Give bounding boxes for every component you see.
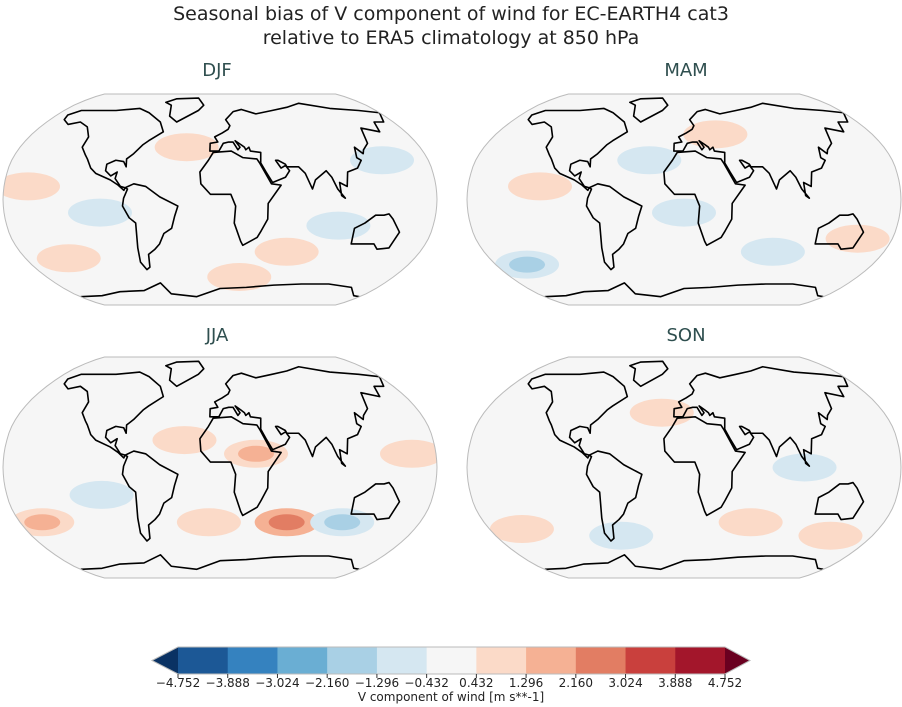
title-line-1: Seasonal bias of V component of wind for… <box>173 3 729 25</box>
coastline-eu <box>209 102 385 199</box>
bias-patch-core <box>268 514 305 531</box>
colorbar-tick-label: −2.160 <box>304 676 350 690</box>
coastline-an <box>80 282 360 298</box>
colorbar-bin <box>625 647 676 674</box>
coastline-an <box>544 282 824 298</box>
colorbar-tick-label: 2.160 <box>558 676 593 690</box>
coastline-eu <box>209 365 385 467</box>
coastline-af <box>199 150 282 247</box>
coastline-gl <box>629 97 669 123</box>
bias-patch <box>207 263 272 292</box>
coastline-an <box>80 554 360 571</box>
colorbar-extend-low <box>152 647 178 674</box>
map-outline <box>466 93 902 306</box>
map-jja <box>2 356 438 579</box>
bias-patch <box>589 521 654 550</box>
coastline-na <box>527 371 629 459</box>
map-outline <box>2 356 438 579</box>
map-background <box>3 94 437 305</box>
panel-title-jja: JJA <box>205 325 229 346</box>
colorbar-label: V component of wind [m s**-1] <box>357 690 545 704</box>
coastline-sa <box>121 450 179 542</box>
colorbar-tick-label: 4.752 <box>707 676 743 690</box>
bias-patch <box>254 237 319 266</box>
title-line-2: relative to ERA5 climatology at 850 hPa <box>262 27 640 49</box>
colorbar-bin <box>327 647 378 674</box>
bias-patch <box>718 508 783 537</box>
coastline-na <box>527 107 629 192</box>
figure-title: Seasonal bias of V component of wind for… <box>0 2 902 50</box>
colorbar-tick-label: 3.024 <box>608 676 643 690</box>
bias-patch-core <box>509 256 546 273</box>
colorbar-bin <box>178 647 229 674</box>
coastline-af <box>663 416 746 517</box>
bias-patch <box>489 515 554 544</box>
bias-patch <box>3 172 60 201</box>
bias-patch-core <box>24 514 61 531</box>
bias-patch <box>306 211 371 240</box>
map-outline <box>466 356 902 579</box>
colorbar-bin <box>575 647 627 674</box>
colorbar-tick-label: 3.888 <box>658 676 693 690</box>
coastline-gl <box>165 97 205 123</box>
bias-patch <box>617 146 682 175</box>
colorbar-tick-label: −3.024 <box>255 676 300 690</box>
colorbar-tick-label: 1.296 <box>508 676 544 690</box>
coastline-af <box>663 150 746 247</box>
map-mam <box>466 93 902 306</box>
coastline-sa <box>121 183 179 271</box>
coastline-au <box>814 481 865 521</box>
bias-patch <box>380 439 437 468</box>
bias-patch <box>629 398 694 427</box>
colorbar-bin <box>426 647 477 674</box>
colorbar-tick-label: −1.296 <box>354 676 400 690</box>
panel-title-son: SON <box>666 325 706 346</box>
colorbar-tick-label: −3.888 <box>205 676 250 690</box>
colorbar-bin <box>526 647 577 674</box>
bias-patch <box>825 224 890 253</box>
bias-patch <box>36 244 101 273</box>
bias-patch-core <box>238 445 275 462</box>
bias-patch <box>176 508 241 537</box>
bias-patch <box>350 146 415 175</box>
colorbar-tick-label: 0.432 <box>459 676 494 690</box>
colorbar-tick-label: −0.432 <box>404 676 449 690</box>
coastline-eu <box>673 365 849 467</box>
colorbar-tick-label: −4.752 <box>155 676 201 690</box>
map-outline <box>2 93 438 306</box>
bias-patch-core <box>324 514 361 531</box>
colorbar-bin <box>227 647 278 674</box>
colorbar-bin <box>476 647 527 674</box>
colorbar-bin <box>277 647 328 674</box>
bias-patch <box>772 453 837 482</box>
coastline-af <box>199 416 282 517</box>
map-djf <box>2 93 438 306</box>
coastline-gl <box>629 360 669 388</box>
coastline-au <box>350 213 401 250</box>
coastline-an <box>544 554 824 571</box>
bias-patch <box>69 480 134 509</box>
bias-patch <box>154 133 219 162</box>
bias-patch <box>67 198 132 227</box>
colorbar-bin <box>376 647 428 674</box>
bias-patch <box>507 172 572 201</box>
coastline-na <box>63 107 165 192</box>
colorbar-bin <box>675 647 726 674</box>
coastline-na <box>63 371 165 459</box>
colorbar-extend-high <box>725 647 750 674</box>
panel-title-djf: DJF <box>202 60 232 81</box>
coastline-gl <box>165 360 205 388</box>
coastline-au <box>814 213 865 250</box>
coastline-sa <box>585 183 643 271</box>
bias-patch <box>740 237 805 266</box>
coastline-sa <box>585 450 643 542</box>
map-son <box>466 356 902 579</box>
bias-patch <box>798 521 863 550</box>
panel-title-mam: MAM <box>664 60 708 81</box>
coastline-au <box>350 481 401 521</box>
coastline-eu <box>673 102 849 199</box>
map-background <box>467 357 901 578</box>
